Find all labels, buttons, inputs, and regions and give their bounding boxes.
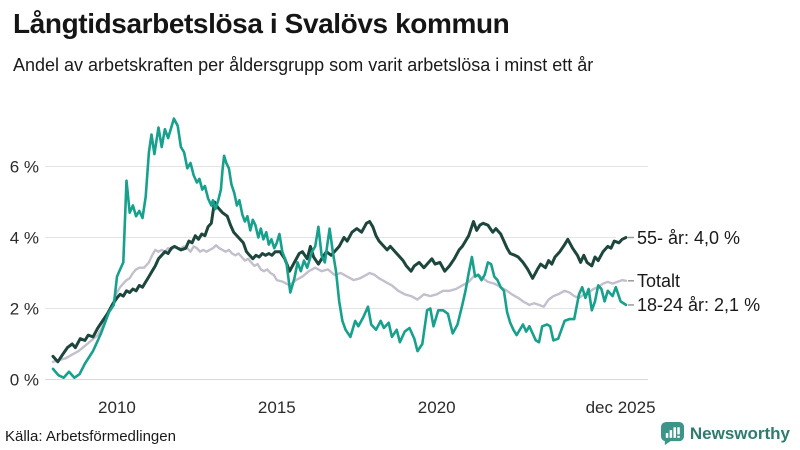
series-line-1824 — [51, 117, 628, 380]
y-tick-label-4: 4 % — [10, 229, 39, 248]
series-label-1824: 18-24 år: 2,1 % — [637, 294, 761, 315]
y-tick-label-2: 2 % — [10, 300, 39, 319]
page-title: Långtidsarbetslösa i Svalövs kommun — [13, 8, 510, 39]
x-tick-label-2010: 2010 — [98, 398, 136, 417]
newsworthy-wordmark: Newsworthy — [689, 423, 790, 443]
page-subtitle: Andel av arbetskraften per åldersgrupp s… — [13, 55, 594, 75]
bar-chart-speech-bubble-icon — [660, 422, 684, 445]
x-tick-label-dec-2025: dec 2025 — [586, 398, 656, 417]
series-label-total: Totalt — [637, 270, 681, 291]
source-caption: Källa: Arbetsförmedlingen — [5, 428, 176, 445]
newsworthy-logo[interactable]: Newsworthy — [660, 422, 790, 445]
series-label-55: 55- år: 4,0 % — [637, 227, 741, 248]
series-line-55 — [51, 200, 628, 364]
y-tick-label-0: 0 % — [10, 371, 39, 390]
x-tick-label-2020: 2020 — [418, 398, 456, 417]
y-tick-label-6: 6 % — [10, 158, 39, 177]
x-tick-label-2015: 2015 — [258, 398, 296, 417]
series-line-total — [51, 244, 628, 363]
